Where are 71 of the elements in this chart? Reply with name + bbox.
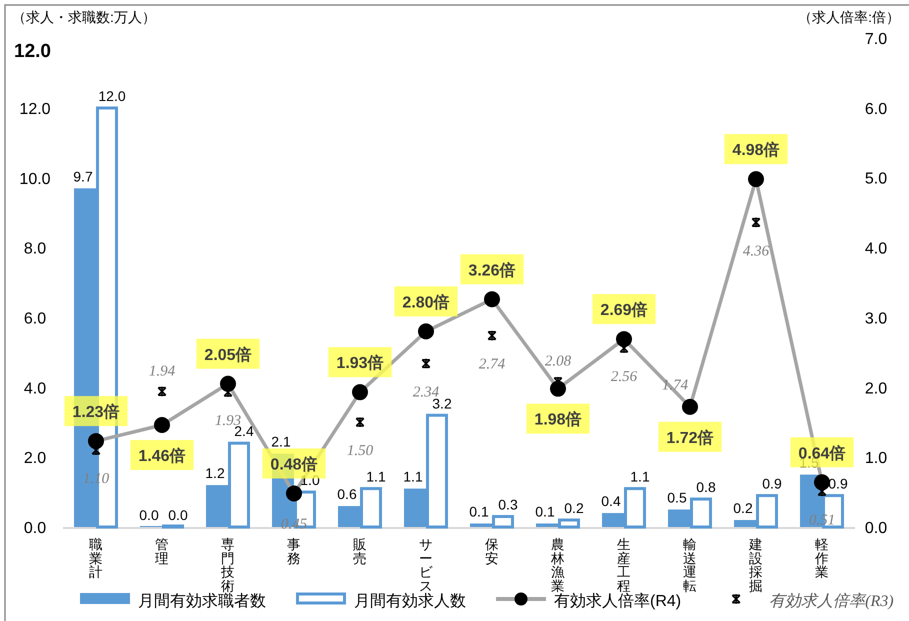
x-tick-label: 事務	[287, 537, 301, 566]
y2-axis-title: （求人倍率:倍）	[798, 9, 900, 25]
data-label: 2.80倍	[402, 293, 450, 312]
data-label: 0.2	[564, 500, 584, 516]
data-label: 1.1	[366, 468, 386, 485]
y-tick-label: 0.0	[24, 520, 46, 537]
x-tick-label: 農林漁業	[550, 537, 565, 594]
data-label: 1.2	[205, 465, 225, 482]
x-tick-label: 管理	[155, 537, 169, 566]
y-tick-label: 2.0	[24, 450, 46, 468]
data-label: 2.05倍	[204, 346, 252, 364]
x-tick-label: 保安	[485, 537, 499, 566]
data-label: 0.8	[696, 479, 716, 496]
data-label: 2.69倍	[600, 301, 648, 320]
data-label: 1.50	[346, 443, 374, 460]
y2-tick-label: 5.0	[864, 170, 888, 188]
data-label: 1.94	[148, 363, 176, 380]
y2-tick-label: 6.0	[864, 100, 888, 118]
x-tick-label: サービス	[419, 537, 434, 594]
y-axis-title: （求人・求職数:万人）	[12, 9, 156, 25]
y-tick-label: 8.0	[24, 240, 46, 258]
x-tick-label: 販売	[353, 537, 367, 566]
x-tick-label: 職業計	[89, 537, 103, 580]
y2-tick-label: 0.0	[864, 520, 888, 537]
y-tick-label: 4.0	[24, 380, 46, 398]
data-label: 0.6	[337, 486, 357, 502]
data-label: 0.4	[601, 493, 621, 510]
y2-tick-label: 1.0	[864, 450, 888, 468]
data-label: 1.46倍	[138, 447, 186, 466]
data-label: 0.1	[535, 504, 555, 520]
data-label: 0.9	[828, 476, 848, 492]
data-label: 12.0	[98, 88, 126, 104]
y2-tick-label: 7.0	[864, 31, 888, 48]
data-label: 4.36	[742, 243, 770, 260]
data-label: 3.26倍	[468, 261, 516, 280]
x-tick-label: 専門技術	[220, 537, 235, 594]
legend-label: 月間有効求人数	[354, 592, 466, 610]
data-label: 0.0	[168, 507, 188, 523]
legend-label: 有効求人倍率(R3)	[769, 592, 894, 610]
data-label: 2.56	[610, 369, 638, 386]
data-label: 0.5	[667, 490, 687, 506]
y2-tick-label: 3.0	[864, 310, 888, 328]
data-label: 3.2	[432, 395, 452, 412]
x-tick-label: 軽作業	[814, 537, 829, 580]
data-label: 0.9	[762, 476, 782, 492]
data-label: 2.74	[478, 356, 506, 373]
data-label: 1.93倍	[336, 354, 384, 372]
legend-label: 月間有効求職者数	[138, 592, 266, 610]
x-tick-label: 建設採掘	[748, 537, 763, 594]
data-label: 1.1	[403, 468, 423, 485]
x-tick-label: 生産工程	[617, 537, 631, 594]
data-label: 1.1	[630, 468, 650, 485]
y-tick-label: 12.0	[19, 101, 51, 118]
data-label: 0.3	[498, 496, 518, 513]
data-label: 2.08	[544, 354, 572, 370]
data-label: 1.72倍	[666, 428, 714, 447]
y2-tick-label: 2.0	[864, 380, 888, 398]
y2-tick-label: 4.0	[864, 240, 888, 258]
data-label: 1.98倍	[534, 410, 582, 429]
data-label: 0.0	[139, 507, 159, 523]
data-label: 9.7	[73, 168, 93, 184]
data-label: 0.2	[733, 500, 753, 516]
data-label: 0.48倍	[270, 455, 318, 474]
y-tick-label: 10.0	[19, 170, 51, 188]
data-label: 1.23倍	[72, 403, 120, 422]
y-tick-label: 6.0	[24, 310, 46, 328]
data-label: 2.1	[271, 434, 291, 450]
legend-label: 有効求人倍率(R4)	[554, 592, 682, 610]
data-label: 4.98倍	[732, 141, 780, 160]
data-label: 0.1	[469, 504, 489, 520]
x-tick-label: 輸送運転	[683, 537, 697, 594]
